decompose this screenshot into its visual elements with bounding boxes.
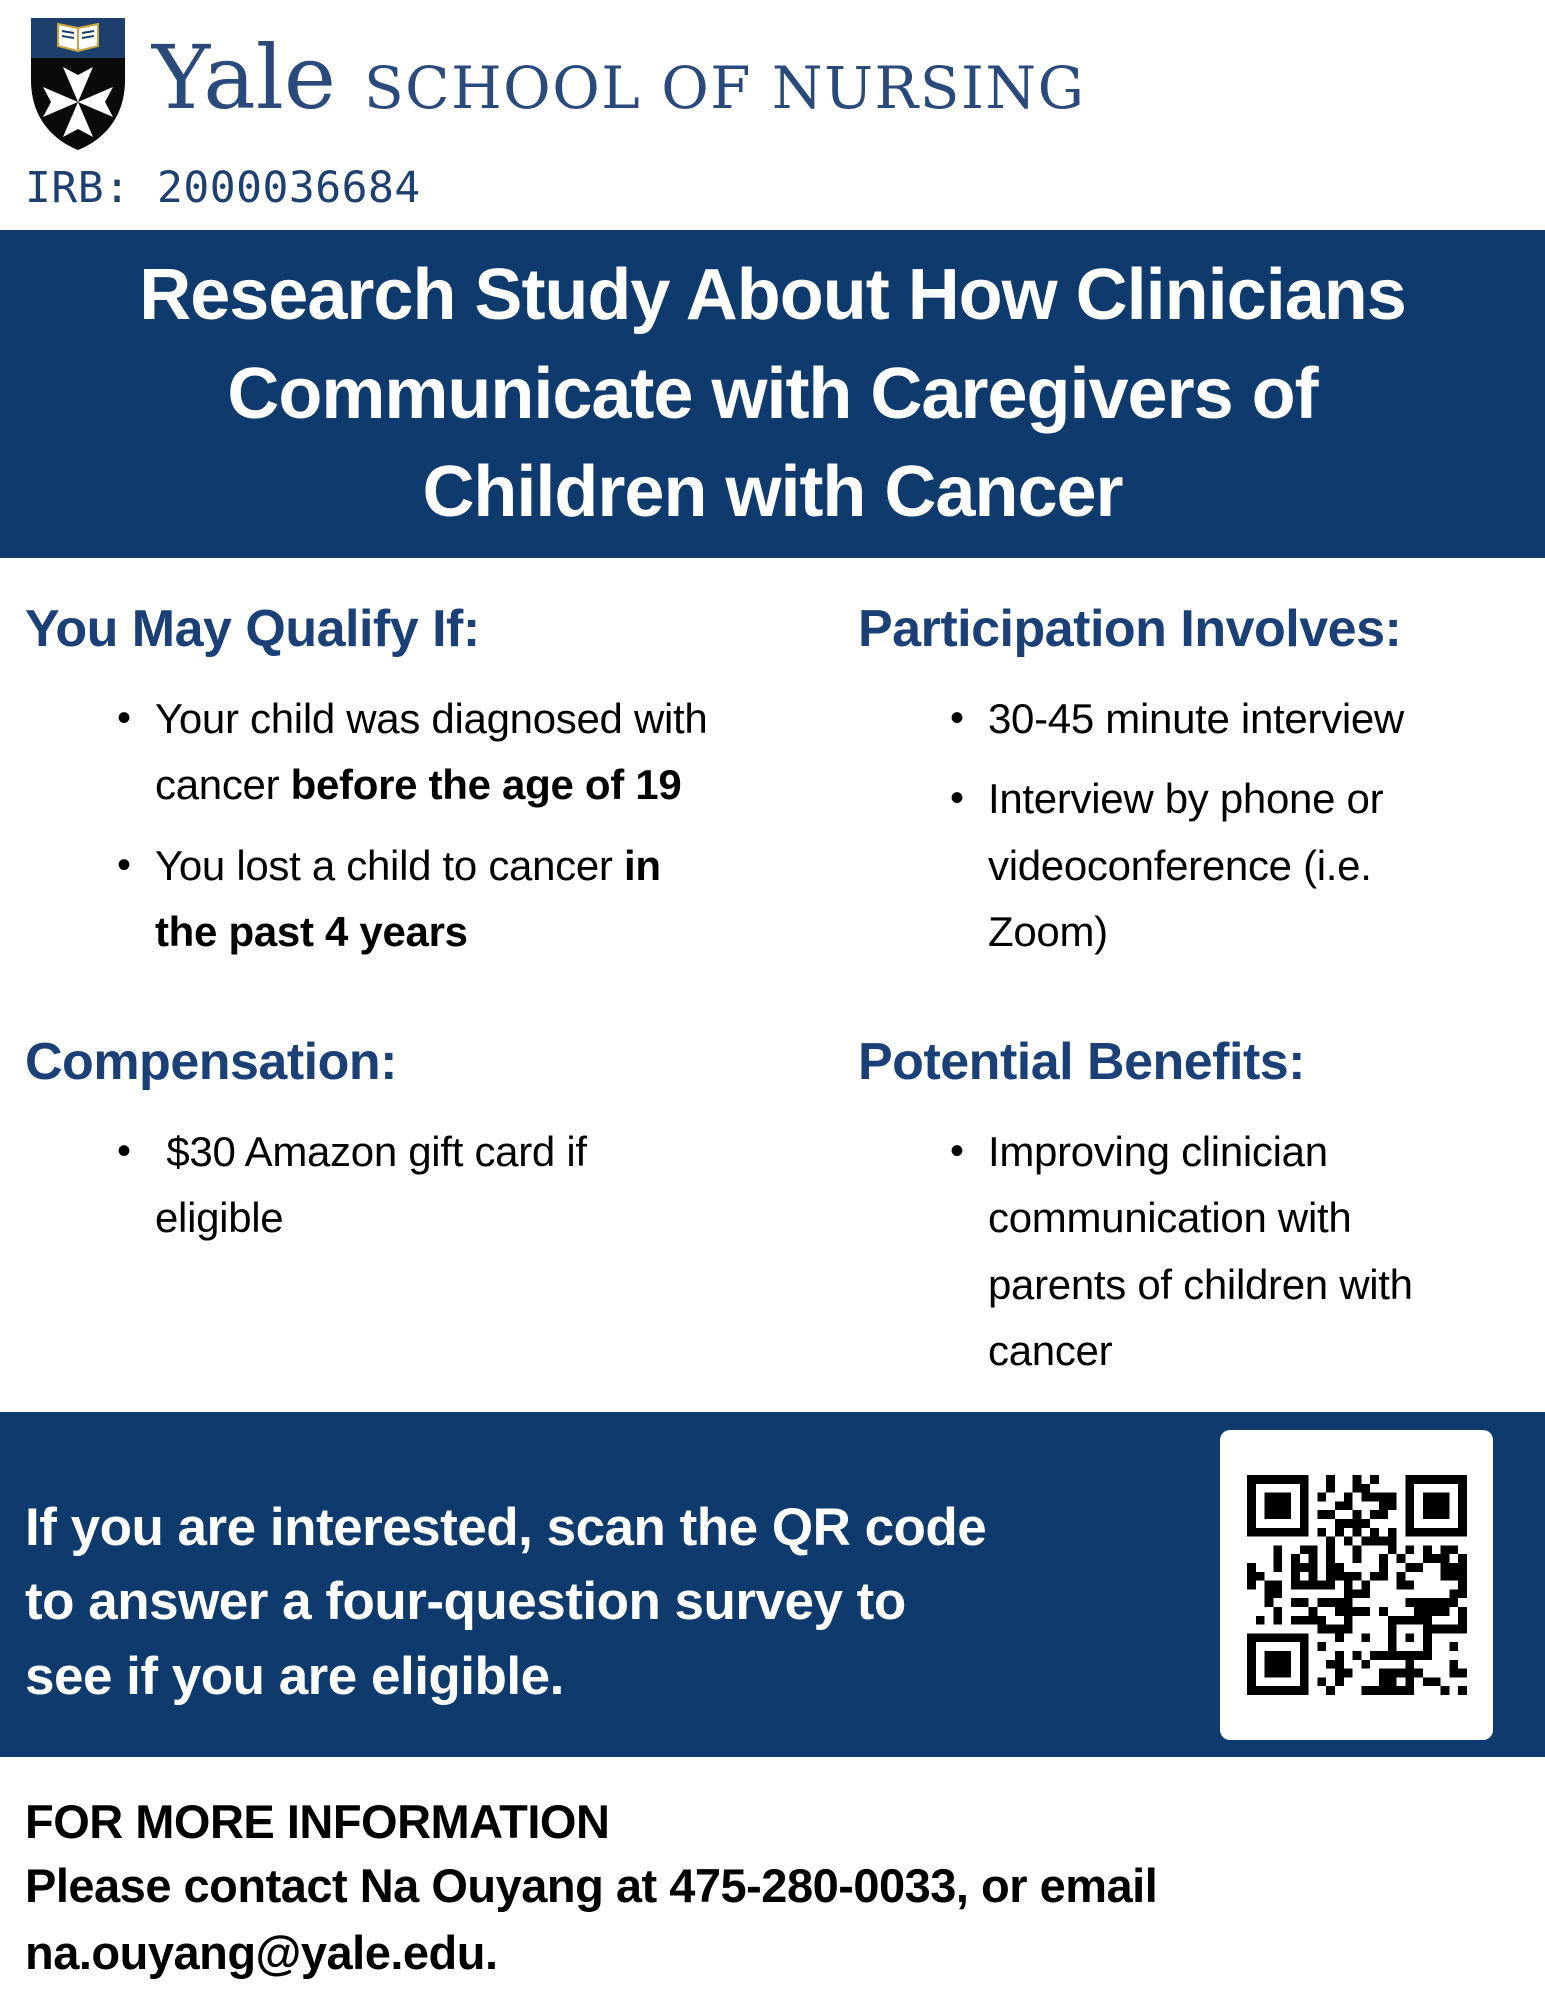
footer: FOR MORE INFORMATION Please contact Na O… (25, 1790, 1520, 1987)
maltese-cross-icon (43, 67, 113, 137)
section-participation: Participation Involves: 30-45 minute int… (858, 600, 1520, 985)
qualify-bullet-list: Your child was diagnosed with cancer bef… (25, 686, 858, 965)
book-icon (57, 22, 99, 53)
cta-text: If you are interested, scan the QR code … (25, 1498, 987, 1706)
bullet-item: Improving clinician communication with p… (950, 1119, 1520, 1384)
qr-code (1246, 1474, 1467, 1695)
content-grid: You May Qualify If: Your child was diagn… (25, 600, 1520, 1398)
qr-card (1220, 1429, 1493, 1740)
logo-department-text: SCHOOL OF NURSING (363, 54, 1086, 122)
participation-heading: Participation Involves: (858, 600, 1402, 658)
bullet-item: Your child was diagnosed with cancer bef… (117, 686, 858, 819)
compensation-bullet-list: $30 Amazon gift card if eligible (25, 1119, 858, 1252)
bullet-item: You lost a child to cancer in the past 4… (117, 833, 858, 966)
flyer-title: Research Study About How Clinicians Comm… (139, 255, 1407, 533)
cta-banner: If you are interested, scan the QR code … (0, 1412, 1545, 1757)
qualify-heading: You May Qualify If: (25, 600, 480, 658)
footer-contact: Please contact Na Ouyang at 475-280-0033… (25, 1859, 1158, 1980)
section-qualify: You May Qualify If: Your child was diagn… (25, 600, 858, 985)
bullet-item: Interview by phone or videoconference (i… (950, 766, 1520, 965)
bullet-item: $30 Amazon gift card if eligible (117, 1119, 858, 1252)
compensation-heading: Compensation: (25, 1033, 397, 1091)
title-banner: Research Study About How Clinicians Comm… (0, 230, 1545, 558)
irb-number: IRB: 2000036684 (25, 163, 421, 213)
bullet-item: 30-45 minute interview (950, 686, 1520, 752)
logo-wordmark: Yale SCHOOL OF NURSING (152, 18, 1085, 138)
benefits-bullet-list: Improving clinician communication with p… (858, 1119, 1520, 1384)
benefits-heading: Potential Benefits: (858, 1033, 1306, 1091)
participation-bullet-list: 30-45 minute interview Interview by phon… (858, 686, 1520, 965)
footer-heading: FOR MORE INFORMATION (25, 1795, 610, 1848)
section-compensation: Compensation: $30 Amazon gift card if el… (25, 1033, 858, 1398)
section-benefits: Potential Benefits: Improving clinician … (858, 1033, 1520, 1398)
yale-shield-icon (31, 18, 125, 150)
logo-yale-text: Yale (152, 26, 336, 129)
